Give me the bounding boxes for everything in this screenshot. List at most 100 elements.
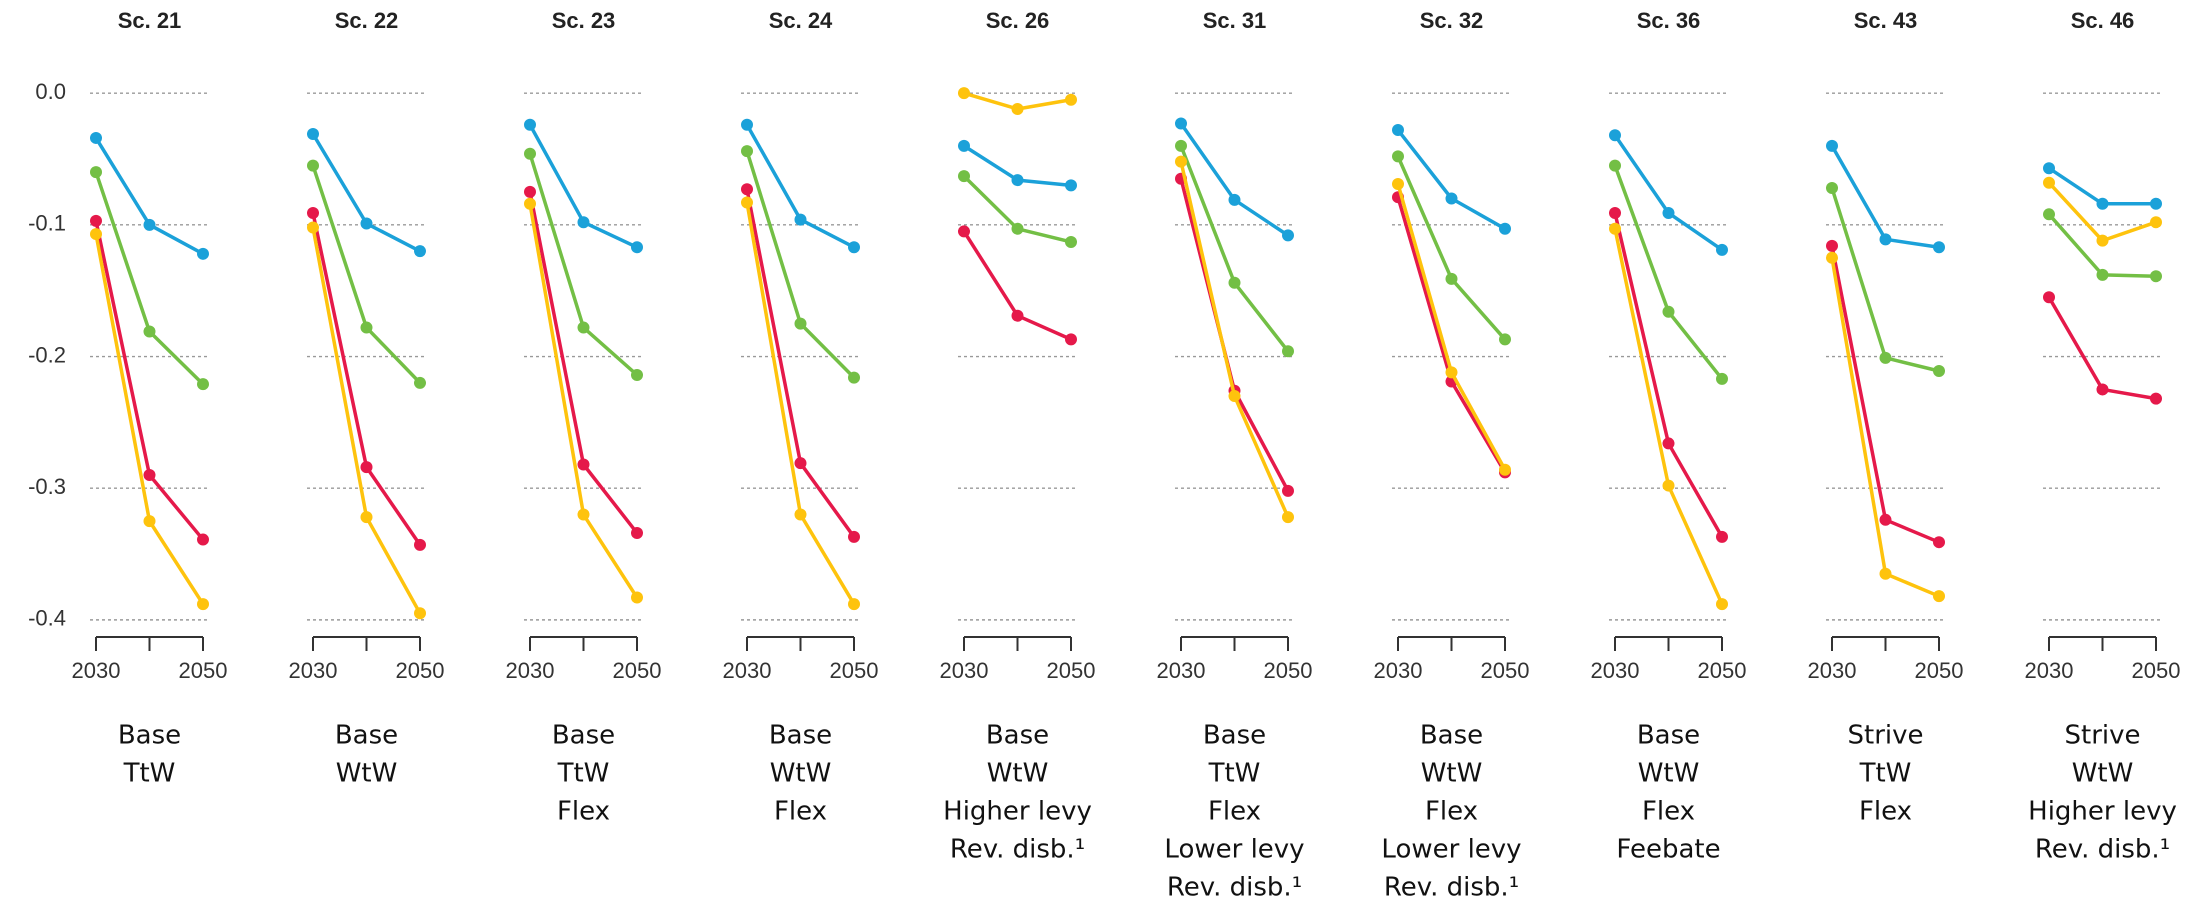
series-line [1396, 128, 1506, 231]
point [1011, 222, 1024, 235]
series-line [311, 212, 422, 546]
point [90, 228, 102, 241]
caption-line: TtW [1208, 759, 1261, 789]
x-tick-label: 2050 [2132, 658, 2181, 683]
caption-line: Base [1420, 721, 1483, 751]
caption-line: Base [1203, 721, 1266, 751]
point [1445, 192, 1458, 205]
x-tick-label: 2030 [940, 658, 989, 683]
point [848, 371, 860, 384]
point [2096, 234, 2109, 247]
panel-title: Sc. 23 [552, 8, 616, 33]
panel-title: Sc. 26 [986, 8, 1050, 33]
point [414, 376, 426, 389]
x-tick-label: 2030 [723, 658, 772, 683]
caption-line: WtW [336, 759, 398, 789]
point [414, 245, 426, 258]
point [307, 159, 319, 172]
series-line [94, 137, 204, 256]
point [741, 196, 753, 209]
point [1392, 178, 1404, 191]
caption-line: Rev. disb.¹ [950, 835, 1085, 865]
panel-title: Sc. 31 [1203, 8, 1267, 33]
caption-line: WtW [770, 759, 832, 789]
point [958, 225, 970, 238]
point [1933, 536, 1945, 549]
point [90, 166, 102, 179]
point [794, 457, 807, 470]
caption-line: Feebate [1616, 835, 1720, 865]
panel-title: Sc. 46 [2071, 8, 2135, 33]
point [360, 321, 373, 334]
point [2096, 383, 2109, 396]
point [143, 218, 156, 231]
x-tick-label: 2030 [72, 658, 121, 683]
point [1445, 272, 1458, 285]
point [1933, 590, 1945, 603]
series-line [528, 123, 638, 249]
series-line [528, 203, 639, 599]
point [1392, 150, 1404, 163]
point [958, 170, 970, 183]
series-line [1830, 257, 1940, 598]
caption-line: Flex [774, 797, 827, 827]
x-tick-label: 2050 [613, 658, 662, 683]
point [1228, 390, 1241, 403]
point [2096, 268, 2109, 281]
point [1392, 124, 1404, 137]
y-tick-label: -0.3 [28, 474, 66, 499]
point [1662, 437, 1675, 450]
point [1609, 159, 1621, 172]
point [360, 461, 373, 474]
x-tick-label: 2030 [2025, 658, 2074, 683]
series-line [1613, 134, 1723, 252]
point [1445, 366, 1458, 379]
point [524, 147, 536, 160]
caption-line: WtW [1638, 759, 1700, 789]
y-tick-label: -0.1 [28, 211, 66, 236]
series-line [1830, 144, 1940, 249]
x-tick-label: 2030 [1374, 658, 1423, 683]
point [414, 538, 426, 551]
caption-line: Base [1637, 721, 1700, 751]
point [1716, 530, 1728, 543]
caption-line: Strive [1848, 721, 1924, 751]
point [1065, 179, 1077, 192]
point [1609, 129, 1621, 142]
caption-line: Lower levy [1381, 835, 1521, 865]
point [741, 183, 753, 196]
series-line [311, 165, 422, 385]
series-line [528, 153, 639, 377]
series-line [1830, 245, 1940, 544]
point [1499, 333, 1511, 346]
point [1499, 222, 1511, 235]
x-tick-label: 2030 [506, 658, 555, 683]
caption-line: TtW [1859, 759, 1912, 789]
point [1933, 241, 1945, 254]
point [1065, 333, 1077, 346]
panel-title: Sc. 21 [118, 8, 182, 33]
point [1716, 243, 1728, 256]
series-line [94, 171, 205, 386]
point [631, 526, 643, 539]
caption-line: Base [986, 721, 1049, 751]
y-tick-label: 0.0 [35, 79, 66, 104]
point [2043, 208, 2055, 221]
caption-line: Higher levy [943, 797, 1092, 827]
point [1879, 233, 1892, 246]
point [958, 87, 970, 100]
point [2150, 197, 2162, 210]
series-line [1179, 122, 1289, 237]
point [1826, 251, 1838, 264]
point [197, 533, 209, 546]
point [1826, 181, 1838, 194]
point [1175, 139, 1187, 152]
point [524, 118, 536, 131]
x-tick-label: 2030 [1591, 658, 1640, 683]
point [794, 508, 807, 521]
caption-line: WtW [2072, 759, 2134, 789]
caption-line: Base [769, 721, 832, 751]
point [1228, 193, 1241, 206]
point [307, 206, 319, 219]
